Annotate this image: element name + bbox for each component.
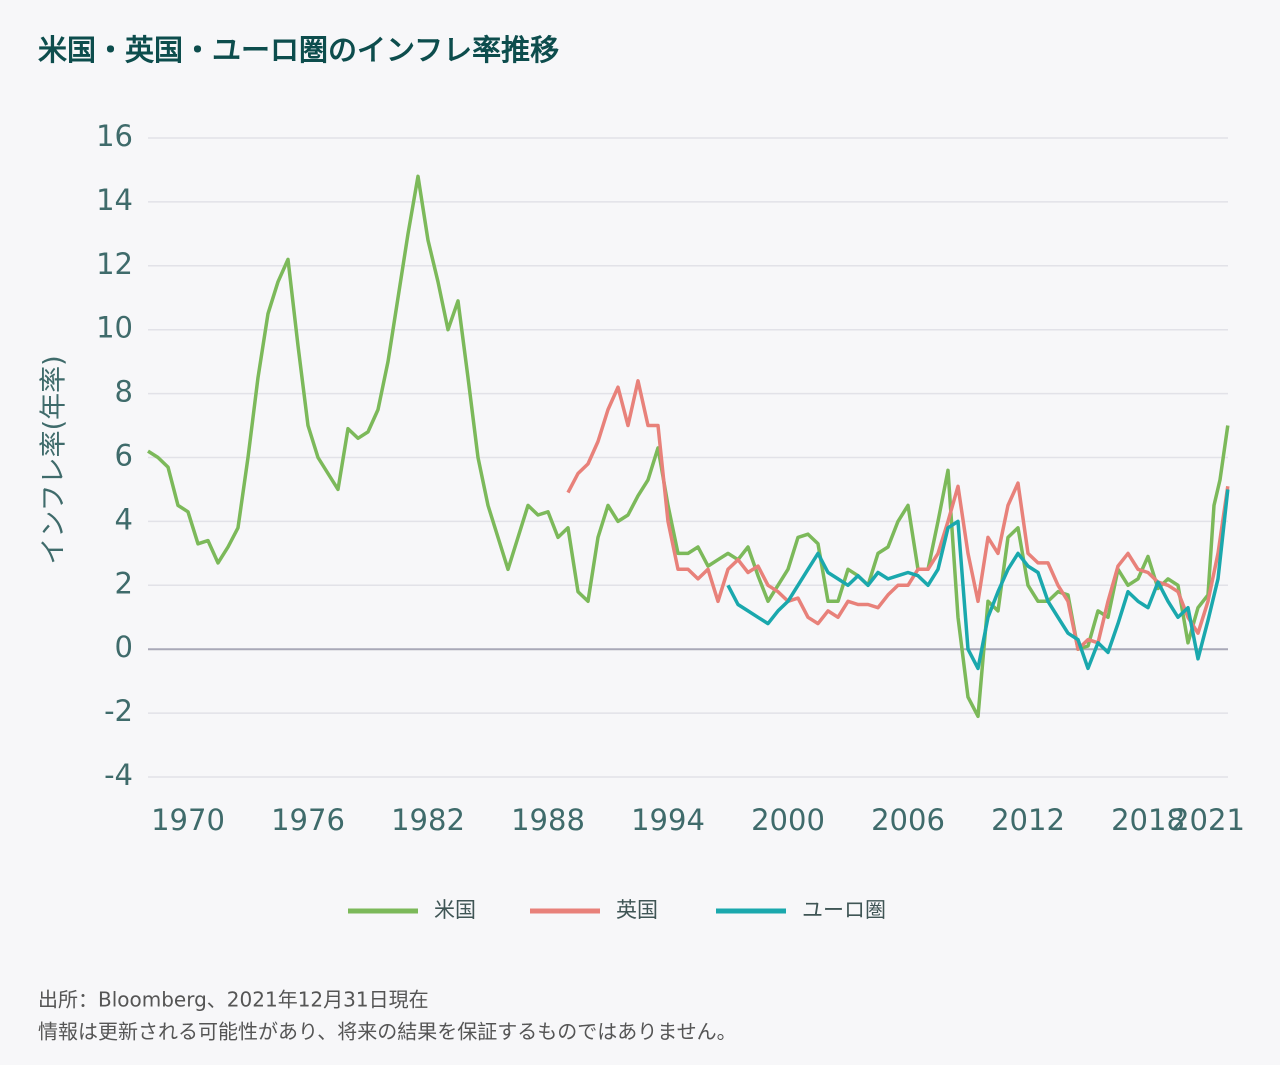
y-tick-label: 2 bbox=[115, 566, 133, 600]
x-tick-label: 2021 bbox=[1171, 803, 1245, 837]
series-line bbox=[147, 174, 1230, 719]
y-axis-label: インフレ率(年率) bbox=[39, 355, 70, 564]
y-tick-label: 4 bbox=[115, 502, 133, 536]
footnote: 情報は更新される可能性があり、将来の結果を保証するものではありません。 bbox=[38, 1020, 737, 1044]
y-tick-label: 10 bbox=[96, 311, 133, 345]
y-tick-label: 0 bbox=[115, 630, 133, 664]
chart-title: 米国・英国・ユーロ圏のインフレ率推移 bbox=[38, 33, 559, 67]
x-tick-label: 2018 bbox=[1111, 803, 1185, 837]
y-tick-label: -2 bbox=[104, 694, 133, 728]
footnote: 出所：Bloomberg、2021年12月31日現在 bbox=[38, 988, 429, 1012]
x-tick-label: 2012 bbox=[991, 803, 1065, 837]
x-tick-label: 1970 bbox=[151, 803, 225, 837]
x-tick-label: 1982 bbox=[391, 803, 465, 837]
legend-label: 米国 bbox=[434, 898, 476, 922]
legend-label: 英国 bbox=[616, 898, 658, 922]
y-tick-label: 12 bbox=[96, 247, 133, 281]
x-tick-label: 1994 bbox=[631, 803, 705, 837]
series-line bbox=[566, 379, 1230, 651]
x-tick-label: 1976 bbox=[271, 803, 345, 837]
x-tick-label: 2000 bbox=[751, 803, 825, 837]
x-tick-label: 1988 bbox=[511, 803, 585, 837]
y-tick-label: 16 bbox=[96, 119, 133, 153]
y-tick-label: 6 bbox=[115, 439, 133, 473]
x-tick-label: 2006 bbox=[871, 803, 945, 837]
y-tick-label: -4 bbox=[104, 758, 133, 792]
y-tick-label: 8 bbox=[115, 375, 133, 409]
y-tick-label: 14 bbox=[96, 183, 133, 217]
legend-label: ユーロ圏 bbox=[802, 898, 886, 922]
series-line bbox=[726, 489, 1230, 671]
